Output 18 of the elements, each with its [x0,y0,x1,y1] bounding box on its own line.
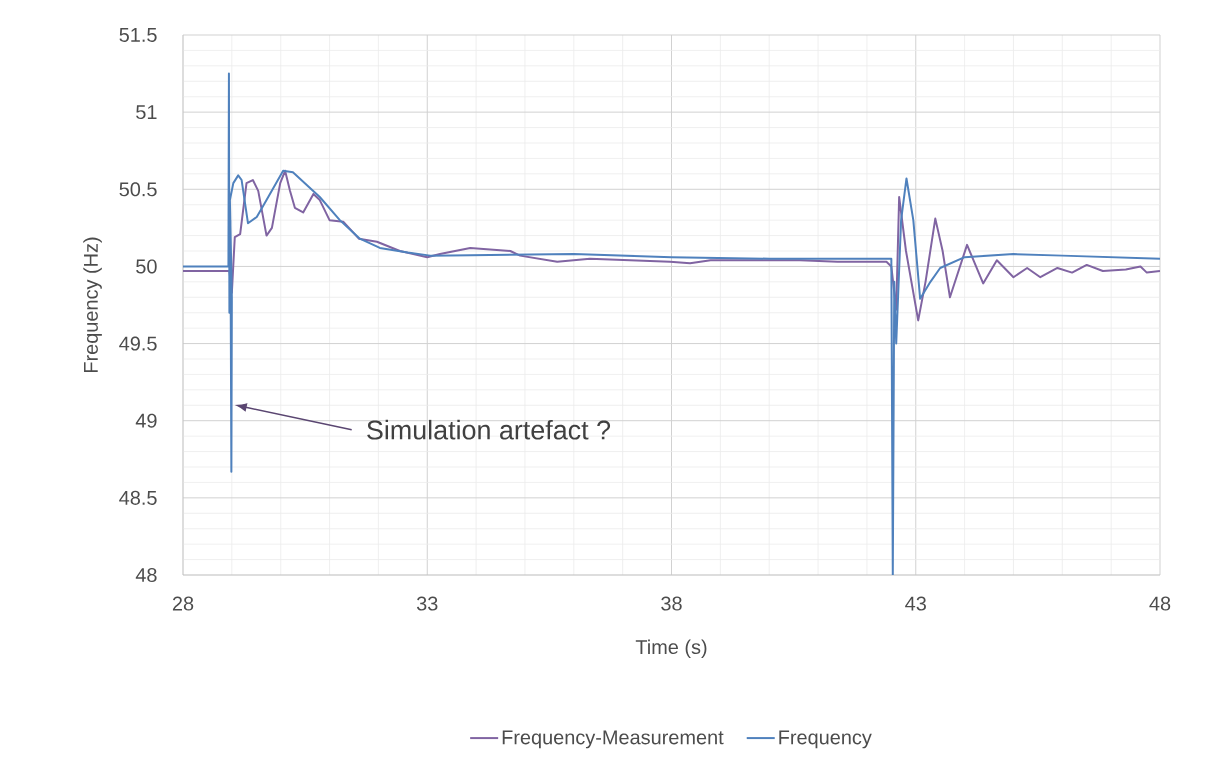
annotation: Simulation artefact ? [367,419,611,440]
x-tick-label: 43 [905,596,926,611]
y-axis-title: Frequency (Hz) [83,237,102,373]
y-tick-label: 48 [135,567,157,583]
legend-label: Frequency-Measurement [502,730,724,749]
legend-label: Frequency [779,730,872,749]
y-tick-label: 51 [136,105,157,120]
x-axis-title: Time (s) [635,639,707,659]
x-tick-label: 48 [1149,596,1171,611]
y-tick-label: 50 [136,259,157,274]
y-tick-label: 49.5 [119,336,157,351]
y-tick-label: 48.5 [119,490,157,505]
x-tick-label: 33 [416,596,438,611]
y-tick-label: 50.5 [119,182,157,197]
y-tick-label: 49 [135,413,157,428]
y-tick-label: 51.5 [119,28,157,42]
x-tick-label: 38 [661,596,682,611]
x-tick-label: 28 [172,596,194,611]
